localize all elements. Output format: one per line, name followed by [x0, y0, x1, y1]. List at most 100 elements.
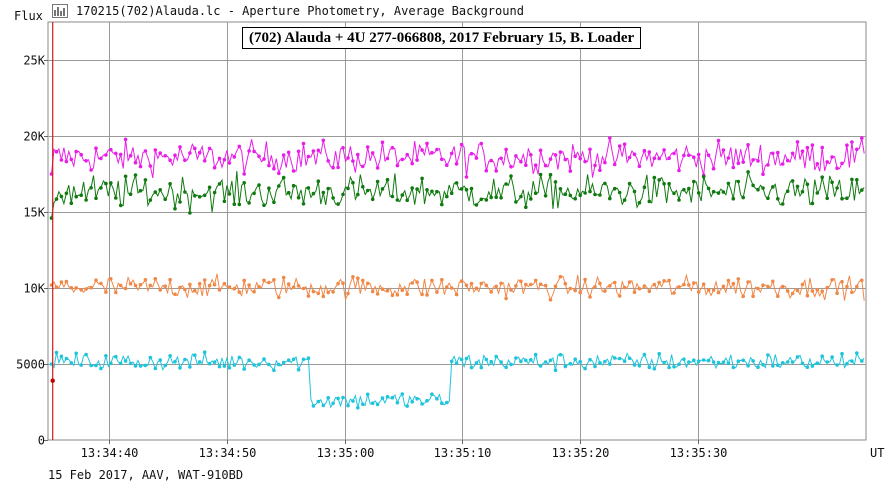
data-point [484, 198, 489, 202]
data-point [183, 190, 187, 194]
data-point [855, 178, 859, 182]
data-point [533, 163, 538, 167]
data-point [59, 194, 64, 199]
data-point [494, 195, 499, 199]
data-point [435, 189, 439, 194]
data-point [494, 284, 499, 289]
data-point [148, 283, 153, 288]
data-point [677, 362, 681, 367]
data-point [361, 185, 365, 189]
data-point [272, 166, 276, 171]
data-point [425, 188, 429, 192]
data-point [143, 363, 148, 368]
data-point [524, 205, 528, 209]
data-point [692, 179, 696, 184]
data-point [578, 193, 582, 198]
data-point [741, 294, 745, 299]
data-point [469, 281, 474, 286]
data-point [99, 156, 103, 161]
data-point [524, 163, 528, 167]
data-point [790, 151, 795, 156]
data-point [351, 275, 355, 279]
data-point [840, 196, 844, 201]
data-point [158, 151, 162, 155]
data-point [696, 152, 701, 157]
data-point [212, 165, 217, 170]
data-point [790, 291, 795, 296]
data-point [499, 196, 503, 200]
data-point [667, 278, 671, 283]
data-point [237, 202, 242, 207]
data-point [158, 358, 162, 362]
data-point [464, 283, 469, 288]
data-point [425, 398, 429, 403]
data-point [667, 181, 671, 186]
data-point [612, 162, 617, 167]
data-point [677, 198, 681, 202]
data-point [761, 283, 765, 288]
data-point [143, 278, 148, 282]
data-point [173, 153, 177, 157]
data-point [459, 187, 464, 191]
data-point [731, 196, 736, 201]
data-point [227, 192, 232, 196]
data-point [331, 401, 335, 406]
data-point [341, 146, 345, 150]
data-point [168, 182, 172, 186]
data-point [573, 288, 577, 293]
data-point [311, 289, 316, 294]
data-point [553, 153, 558, 157]
data-point [380, 287, 385, 292]
data-point [598, 168, 602, 172]
data-point [701, 174, 706, 179]
lightcurve-chart-icon[interactable] [52, 4, 68, 18]
data-point [449, 286, 454, 290]
data-point [672, 364, 676, 369]
data-point [850, 177, 854, 182]
data-point [400, 157, 405, 162]
data-point [558, 187, 563, 191]
data-point [252, 363, 256, 367]
data-point [795, 184, 800, 189]
data-point [642, 284, 647, 288]
data-point [420, 292, 424, 297]
data-point [558, 352, 563, 357]
data-point [202, 278, 207, 282]
data-point [637, 286, 642, 291]
x-tick-label: 13:35:20 [552, 446, 610, 460]
data-point [632, 189, 637, 194]
data-point [627, 155, 632, 160]
data-point [474, 203, 479, 207]
data-point [133, 160, 138, 165]
data-point [627, 280, 632, 284]
data-point [533, 278, 538, 283]
data-point [99, 186, 103, 190]
data-point [217, 156, 222, 161]
data-point [128, 361, 133, 366]
data-point [627, 181, 632, 186]
data-point [74, 286, 78, 290]
data-point [326, 396, 331, 400]
data-point [810, 364, 815, 368]
data-point [677, 285, 681, 289]
data-point [445, 400, 449, 405]
data-point [731, 165, 736, 170]
data-point [622, 198, 627, 202]
data-point [84, 198, 88, 202]
data-point [212, 190, 217, 195]
data-point [563, 281, 568, 286]
data-point [835, 186, 839, 190]
data-point [286, 190, 291, 195]
data-point [415, 397, 419, 401]
data-point [193, 194, 197, 198]
data-point [756, 286, 760, 291]
data-point [232, 286, 237, 291]
data-point [489, 290, 494, 294]
data-point [262, 203, 266, 207]
data-point [109, 277, 113, 281]
data-point [395, 163, 400, 168]
data-point [227, 366, 232, 370]
data-point [529, 197, 533, 201]
data-point [662, 148, 666, 152]
